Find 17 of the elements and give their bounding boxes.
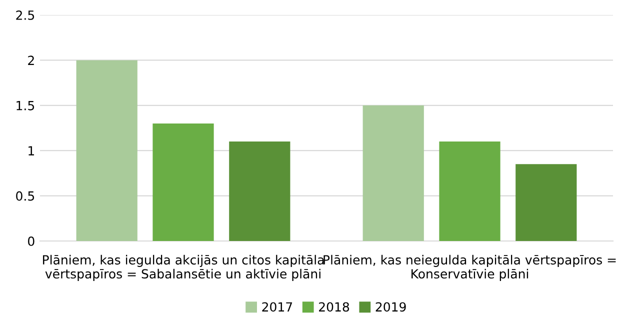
legend-label: 2019 [376, 302, 406, 312]
bar [76, 60, 138, 241]
x-tick-label: Plāniem, kas iegulda akcijās un citos kapitāla vērtspapīros = Sabalansētie un aktīvie plāni [43, 254, 324, 281]
y-tick-label: 1 [28, 146, 34, 156]
bar [516, 164, 577, 241]
legend-label: 2017 [262, 302, 292, 312]
bar [439, 142, 500, 241]
y-tick-label: 2 [28, 56, 34, 65]
y-tick-label: 1.5 [16, 101, 34, 110]
bar [152, 123, 214, 241]
bar [229, 142, 290, 241]
y-tick-label: 0.5 [16, 191, 34, 201]
bar [362, 105, 424, 241]
x-tick-label: Plāniem, kas neiegulda kapitāla vērtspapīros = Konservatīvie plāni [324, 254, 616, 281]
y-tick-label: 0 [28, 236, 34, 246]
legend-label: 2018 [319, 302, 350, 312]
y-tick-label: 2.5 [16, 10, 34, 20]
